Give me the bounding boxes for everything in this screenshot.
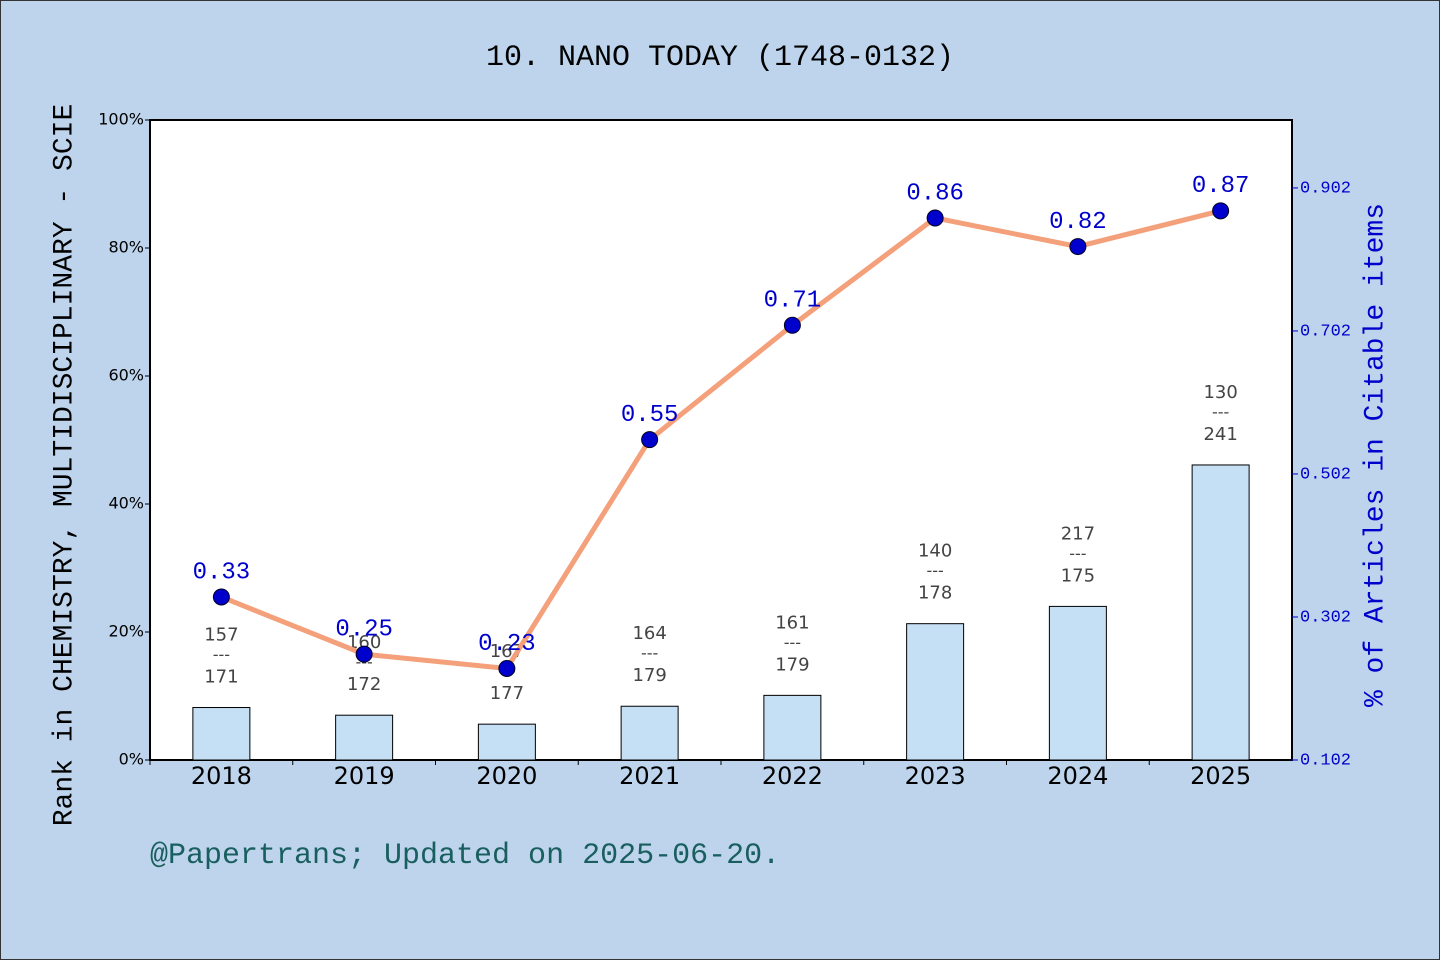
x-tick-label: 2023 bbox=[905, 762, 966, 790]
bar bbox=[335, 714, 394, 761]
rank-label: 160 bbox=[347, 632, 381, 653]
rank-label: 140 bbox=[918, 541, 952, 562]
x-tick-label: 2018 bbox=[191, 762, 252, 790]
y-axis-label: Rank in CHEMISTRY, MULTIDISCIPLINARY - S… bbox=[49, 104, 80, 827]
value-label: 0.71 bbox=[764, 288, 822, 315]
bar bbox=[620, 705, 679, 761]
value-label: 0.33 bbox=[193, 559, 251, 586]
marker bbox=[1069, 238, 1087, 256]
total-label: 241 bbox=[1203, 424, 1237, 445]
rank-label: 157 bbox=[204, 625, 238, 646]
bar bbox=[477, 723, 536, 761]
rank-label: 164 bbox=[632, 623, 666, 644]
total-label: 178 bbox=[918, 583, 952, 604]
marker bbox=[355, 645, 373, 663]
rank-separator: --- bbox=[213, 645, 230, 664]
marker bbox=[1212, 202, 1230, 220]
x-tick-label: 2024 bbox=[1047, 762, 1108, 790]
value-label: 0.55 bbox=[621, 402, 679, 429]
y-tick-label: 40% bbox=[108, 494, 144, 513]
value-label: 0.82 bbox=[1049, 209, 1107, 236]
marker bbox=[212, 588, 230, 606]
y-tick-label: 80% bbox=[108, 238, 144, 257]
y-tick-label: 20% bbox=[108, 622, 144, 641]
bar bbox=[1048, 605, 1107, 761]
plot-area bbox=[149, 119, 1293, 761]
y2-tick-label: 0.502 bbox=[1300, 465, 1351, 484]
value-label: 0.87 bbox=[1192, 173, 1250, 200]
marker bbox=[783, 316, 801, 334]
chart-title: 10. NANO TODAY (1748-0132) bbox=[486, 41, 954, 75]
marker bbox=[641, 431, 659, 449]
x-tick-label: 2022 bbox=[762, 762, 823, 790]
value-label: 0.86 bbox=[906, 180, 964, 207]
y2-tick-label: 0.302 bbox=[1300, 608, 1351, 627]
rank-label: 161 bbox=[775, 612, 809, 633]
rank-label: 130 bbox=[1203, 382, 1237, 403]
y-tick-label: 100% bbox=[98, 110, 144, 129]
x-tick-label: 2020 bbox=[476, 762, 537, 790]
rank-separator: --- bbox=[1069, 544, 1086, 563]
y2-axis-label: % of Articles in Citable items bbox=[1360, 203, 1391, 707]
line bbox=[220, 208, 1222, 672]
rank-separator: --- bbox=[1212, 402, 1229, 421]
value-label: 0.25 bbox=[335, 617, 393, 644]
total-label: 179 bbox=[632, 665, 666, 686]
total-label: 175 bbox=[1061, 565, 1095, 586]
x-tick-label: 2025 bbox=[1190, 762, 1251, 790]
footer: @Papertrans; Updated on 2025-06-20. bbox=[150, 839, 780, 873]
y-tick-label: 60% bbox=[108, 366, 144, 385]
rank-separator: --- bbox=[926, 561, 943, 580]
y-tick-label: 0% bbox=[119, 750, 144, 769]
total-label: 179 bbox=[775, 654, 809, 675]
y2-tick-label: 0.102 bbox=[1300, 751, 1351, 770]
x-tick-label: 2019 bbox=[334, 762, 395, 790]
total-label: 177 bbox=[490, 683, 524, 704]
bar bbox=[763, 694, 822, 761]
bar bbox=[192, 707, 251, 761]
rank-separator: --- bbox=[784, 633, 801, 652]
bar bbox=[1191, 464, 1250, 761]
rank-separator: --- bbox=[641, 644, 658, 663]
x-tick-label: 2021 bbox=[619, 762, 680, 790]
y2-tick-label: 0.902 bbox=[1300, 179, 1351, 198]
value-label: 0.23 bbox=[478, 631, 536, 658]
marker bbox=[926, 209, 944, 227]
bar bbox=[906, 623, 965, 761]
y2-tick-label: 0.702 bbox=[1300, 322, 1351, 341]
total-label: 171 bbox=[204, 667, 238, 688]
rank-label: 217 bbox=[1061, 523, 1095, 544]
marker bbox=[498, 659, 516, 677]
total-label: 172 bbox=[347, 674, 381, 695]
